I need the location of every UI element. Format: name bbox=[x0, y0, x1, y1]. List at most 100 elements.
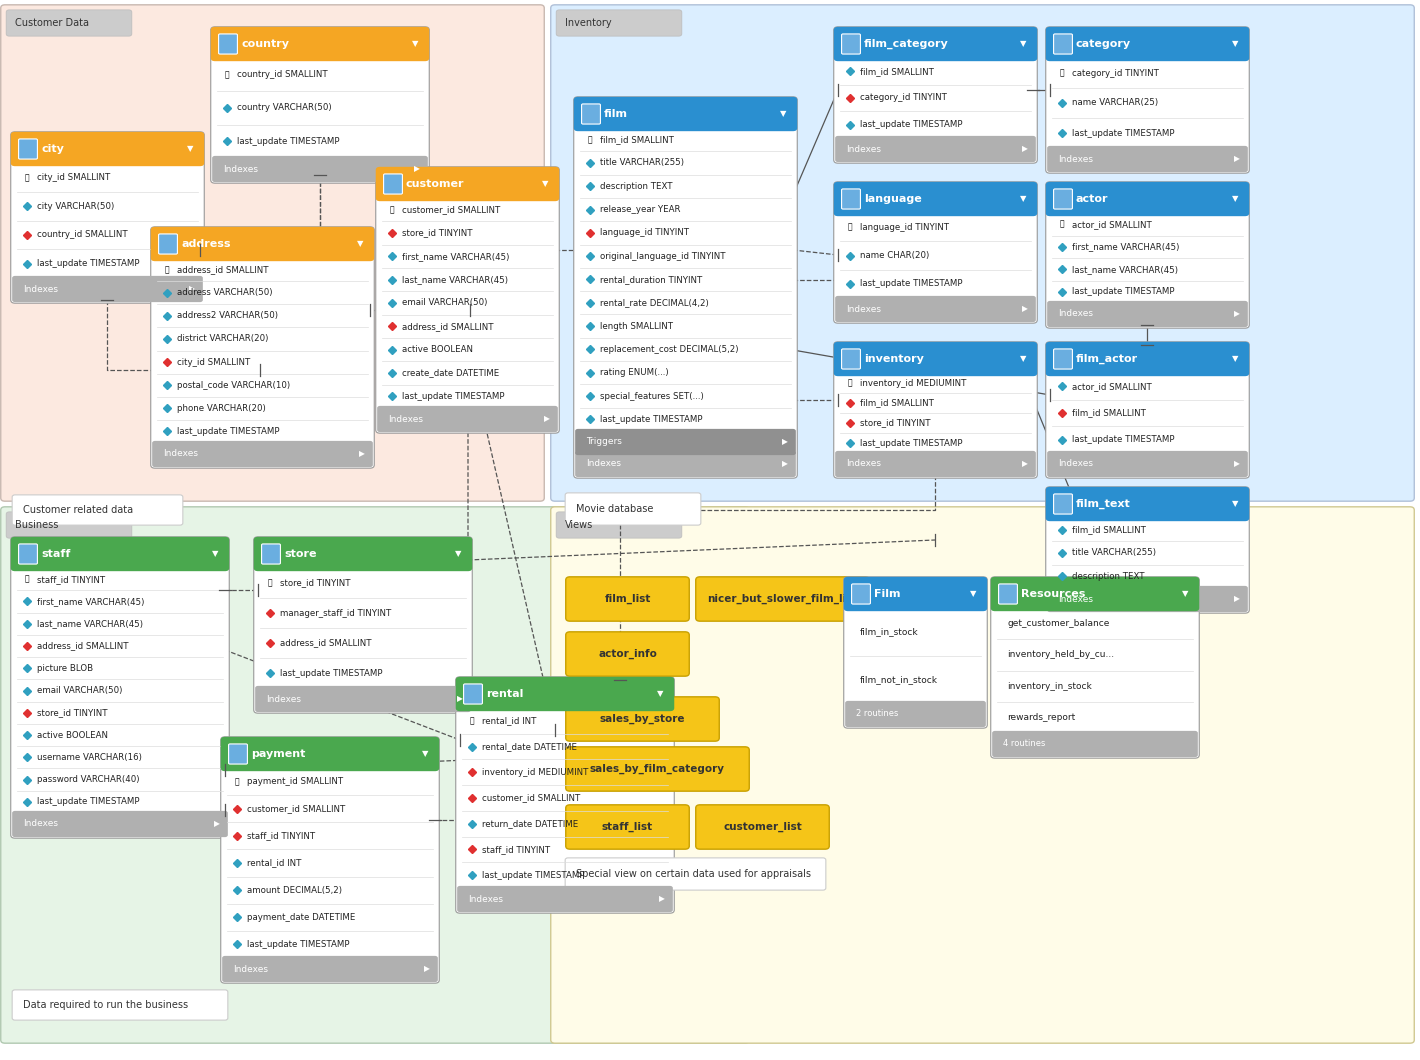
Text: ▼: ▼ bbox=[542, 179, 548, 189]
Text: Indexes: Indexes bbox=[163, 449, 197, 459]
Text: replacement_cost DECIMAL(5,2): replacement_cost DECIMAL(5,2) bbox=[601, 344, 738, 354]
FancyBboxPatch shape bbox=[18, 544, 37, 564]
FancyBboxPatch shape bbox=[463, 684, 483, 704]
Text: country: country bbox=[241, 39, 290, 49]
FancyBboxPatch shape bbox=[13, 811, 227, 837]
Text: rewards_report: rewards_report bbox=[1007, 713, 1075, 722]
Text: 🔑: 🔑 bbox=[165, 265, 169, 275]
Text: last_update TIMESTAMP: last_update TIMESTAMP bbox=[178, 427, 280, 436]
Text: store_id TINYINT: store_id TINYINT bbox=[861, 419, 930, 427]
Text: Resources: Resources bbox=[1021, 589, 1085, 599]
Text: ▼: ▼ bbox=[1020, 194, 1027, 204]
Text: 🔑: 🔑 bbox=[470, 717, 474, 725]
FancyBboxPatch shape bbox=[842, 189, 861, 209]
Text: actor: actor bbox=[1076, 194, 1109, 204]
Text: Inventory: Inventory bbox=[565, 18, 612, 28]
FancyBboxPatch shape bbox=[565, 858, 826, 890]
Text: last_update TIMESTAMP: last_update TIMESTAMP bbox=[1072, 128, 1174, 138]
Text: last_update TIMESTAMP: last_update TIMESTAMP bbox=[481, 870, 585, 880]
Text: Customer Data: Customer Data bbox=[16, 18, 89, 28]
Text: country_id SMALLINT: country_id SMALLINT bbox=[237, 70, 328, 80]
FancyBboxPatch shape bbox=[1054, 494, 1072, 514]
Text: customer_list: customer_list bbox=[723, 822, 802, 832]
Text: last_name VARCHAR(45): last_name VARCHAR(45) bbox=[1072, 265, 1179, 273]
Text: language_id TINYINT: language_id TINYINT bbox=[861, 223, 949, 232]
Text: inventory_id MEDIUMINT: inventory_id MEDIUMINT bbox=[481, 767, 588, 777]
Text: Indexes: Indexes bbox=[1058, 310, 1093, 318]
Text: address_id SMALLINT: address_id SMALLINT bbox=[37, 641, 128, 651]
FancyBboxPatch shape bbox=[151, 227, 375, 469]
Text: Indexes: Indexes bbox=[586, 459, 621, 469]
FancyBboxPatch shape bbox=[1045, 487, 1250, 522]
FancyBboxPatch shape bbox=[1045, 26, 1250, 61]
Text: Indexes: Indexes bbox=[23, 819, 58, 829]
Text: ▼: ▼ bbox=[1231, 194, 1238, 204]
Text: Indexes: Indexes bbox=[846, 459, 880, 469]
FancyBboxPatch shape bbox=[254, 536, 473, 571]
Text: film_id SMALLINT: film_id SMALLINT bbox=[1072, 408, 1146, 418]
Text: store_id TINYINT: store_id TINYINT bbox=[402, 229, 473, 237]
Text: length SMALLINT: length SMALLINT bbox=[601, 321, 673, 331]
Text: address_id SMALLINT: address_id SMALLINT bbox=[178, 265, 268, 275]
Text: last_update TIMESTAMP: last_update TIMESTAMP bbox=[247, 940, 349, 949]
Text: ▶: ▶ bbox=[359, 449, 365, 459]
FancyBboxPatch shape bbox=[1047, 146, 1248, 172]
FancyBboxPatch shape bbox=[574, 96, 797, 131]
Text: last_update TIMESTAMP: last_update TIMESTAMP bbox=[1072, 436, 1174, 444]
Text: district VARCHAR(20): district VARCHAR(20) bbox=[178, 335, 268, 343]
FancyBboxPatch shape bbox=[696, 577, 869, 621]
Text: payment_id SMALLINT: payment_id SMALLINT bbox=[247, 777, 344, 787]
FancyBboxPatch shape bbox=[1054, 34, 1072, 54]
Text: 🔑: 🔑 bbox=[588, 136, 592, 144]
FancyBboxPatch shape bbox=[582, 104, 601, 124]
Text: get_customer_balance: get_customer_balance bbox=[1007, 619, 1109, 629]
FancyBboxPatch shape bbox=[991, 577, 1200, 612]
FancyBboxPatch shape bbox=[551, 5, 1414, 501]
Text: last_name VARCHAR(45): last_name VARCHAR(45) bbox=[37, 619, 143, 629]
FancyBboxPatch shape bbox=[575, 429, 795, 455]
Text: 🔑: 🔑 bbox=[1059, 69, 1065, 77]
Text: inventory_held_by_cu...: inventory_held_by_cu... bbox=[1007, 651, 1115, 659]
Text: ▼: ▼ bbox=[1020, 39, 1027, 49]
Text: film: film bbox=[604, 109, 628, 119]
FancyBboxPatch shape bbox=[222, 956, 437, 983]
Text: Indexes: Indexes bbox=[1058, 595, 1093, 603]
Text: original_language_id TINYINT: original_language_id TINYINT bbox=[601, 251, 726, 261]
FancyBboxPatch shape bbox=[1047, 301, 1248, 328]
Text: Indexes: Indexes bbox=[223, 164, 258, 174]
Text: Data required to run the business: Data required to run the business bbox=[23, 1000, 187, 1010]
Text: ▶: ▶ bbox=[1234, 155, 1240, 163]
FancyBboxPatch shape bbox=[229, 744, 247, 764]
FancyBboxPatch shape bbox=[456, 677, 674, 711]
FancyBboxPatch shape bbox=[834, 26, 1037, 163]
FancyBboxPatch shape bbox=[696, 805, 829, 849]
Text: username VARCHAR(16): username VARCHAR(16) bbox=[37, 753, 142, 762]
FancyBboxPatch shape bbox=[845, 701, 985, 727]
Text: inventory_id MEDIUMINT: inventory_id MEDIUMINT bbox=[861, 378, 967, 388]
Text: address: address bbox=[180, 238, 230, 249]
Text: ▼: ▼ bbox=[1020, 354, 1027, 364]
FancyBboxPatch shape bbox=[557, 512, 682, 538]
Text: film_id SMALLINT: film_id SMALLINT bbox=[861, 399, 934, 407]
Text: postal_code VARCHAR(10): postal_code VARCHAR(10) bbox=[178, 381, 290, 390]
Text: sales_by_store: sales_by_store bbox=[599, 713, 686, 724]
Text: last_update TIMESTAMP: last_update TIMESTAMP bbox=[1072, 287, 1174, 296]
Text: return_date DATETIME: return_date DATETIME bbox=[481, 819, 578, 828]
Text: language_id TINYINT: language_id TINYINT bbox=[601, 228, 689, 237]
FancyBboxPatch shape bbox=[6, 512, 132, 538]
FancyBboxPatch shape bbox=[834, 182, 1037, 323]
Text: ▼: ▼ bbox=[212, 549, 219, 559]
Text: ▼: ▼ bbox=[1231, 499, 1238, 509]
FancyBboxPatch shape bbox=[13, 495, 183, 525]
Text: payment: payment bbox=[251, 749, 305, 759]
Text: ▶: ▶ bbox=[425, 965, 430, 973]
FancyBboxPatch shape bbox=[1047, 450, 1248, 477]
Text: ▶: ▶ bbox=[1022, 459, 1028, 469]
FancyBboxPatch shape bbox=[18, 139, 37, 159]
Text: sales_by_film_category: sales_by_film_category bbox=[589, 764, 726, 774]
FancyBboxPatch shape bbox=[13, 990, 227, 1020]
Text: ▼: ▼ bbox=[1231, 354, 1238, 364]
FancyBboxPatch shape bbox=[1045, 487, 1250, 613]
FancyBboxPatch shape bbox=[220, 737, 439, 984]
FancyBboxPatch shape bbox=[842, 34, 861, 54]
